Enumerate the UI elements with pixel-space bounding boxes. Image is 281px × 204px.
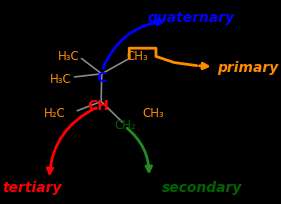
- Text: H₃C: H₃C: [58, 50, 80, 63]
- Text: CH₃: CH₃: [127, 50, 149, 63]
- Text: CH₃: CH₃: [142, 107, 164, 120]
- Text: H₂C: H₂C: [44, 107, 66, 120]
- Text: C: C: [97, 71, 107, 84]
- Text: quaternary: quaternary: [148, 11, 235, 25]
- Text: CH₂: CH₂: [114, 118, 136, 131]
- Text: tertiary: tertiary: [3, 180, 62, 194]
- Text: primary: primary: [217, 60, 278, 74]
- Text: CH: CH: [87, 98, 109, 112]
- Text: H₃C: H₃C: [49, 73, 71, 86]
- Text: secondary: secondary: [162, 180, 243, 194]
